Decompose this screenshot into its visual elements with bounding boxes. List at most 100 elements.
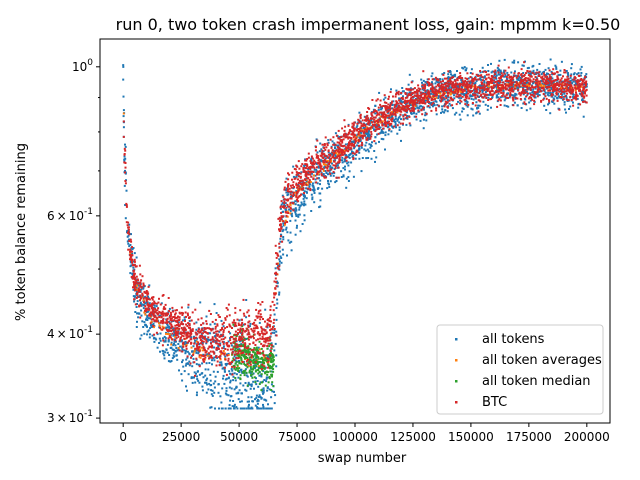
series-point: [255, 315, 258, 318]
series-point: [258, 366, 261, 369]
series-point: [366, 122, 369, 125]
series-point: [344, 168, 346, 171]
series-point: [513, 101, 516, 104]
series-point: [233, 372, 236, 375]
series-point: [559, 73, 562, 76]
series-point: [465, 92, 468, 95]
series-point: [551, 101, 554, 103]
series-point: [243, 374, 246, 377]
series-point: [542, 93, 545, 95]
series-point: [441, 105, 444, 108]
series-point: [163, 335, 166, 338]
series-point: [244, 345, 246, 348]
series-point: [167, 329, 170, 332]
series-point: [443, 105, 446, 108]
series-point: [284, 205, 286, 207]
series-point: [195, 363, 198, 366]
series-point: [549, 92, 552, 95]
series-point: [507, 89, 510, 92]
series-point: [420, 78, 423, 81]
series-point: [286, 203, 289, 206]
series-point: [281, 240, 284, 243]
series-point: [380, 105, 383, 108]
series-point: [253, 327, 255, 330]
series-point: [243, 337, 246, 340]
series-point: [341, 161, 344, 164]
series-point: [523, 101, 526, 104]
series-point: [310, 172, 313, 175]
series-point: [315, 168, 318, 171]
series-point: [172, 344, 175, 347]
series-point: [387, 133, 390, 136]
series-point: [290, 190, 293, 193]
series-point: [159, 350, 161, 353]
series-point: [291, 215, 294, 218]
series-point: [570, 63, 573, 66]
series-point: [165, 332, 167, 335]
series-point: [425, 99, 428, 102]
series-point: [242, 407, 244, 410]
series-point: [285, 209, 288, 212]
series-point: [559, 79, 562, 82]
series-point: [495, 80, 498, 83]
series-point: [299, 230, 302, 233]
series-point: [324, 136, 327, 139]
series-point: [484, 85, 487, 88]
series-point: [426, 100, 429, 103]
series-point: [329, 167, 332, 170]
series-point: [164, 337, 167, 340]
series-point: [248, 356, 251, 359]
series-point: [510, 85, 513, 88]
series-point: [260, 368, 263, 370]
series-point: [532, 88, 535, 91]
series-point: [149, 322, 152, 325]
series-point: [309, 183, 311, 186]
series-point: [228, 370, 231, 373]
series-point: [352, 157, 355, 159]
series-point: [200, 323, 203, 326]
series-point: [150, 325, 153, 328]
series-point: [241, 340, 244, 343]
series-point: [263, 365, 266, 368]
series-point: [334, 159, 337, 162]
series-point: [300, 165, 303, 168]
series-point: [139, 281, 142, 284]
series-point: [321, 187, 324, 190]
series-point: [518, 82, 521, 85]
series-point: [297, 174, 300, 176]
series-point: [523, 81, 526, 84]
series-point: [335, 180, 338, 182]
series-point: [466, 105, 469, 108]
series-point: [250, 360, 253, 363]
series-point: [176, 334, 179, 337]
series-point: [144, 323, 147, 326]
series-point: [422, 118, 425, 121]
series-point: [127, 228, 130, 231]
series-point: [193, 361, 196, 364]
series-point: [336, 153, 339, 156]
series-point: [527, 85, 530, 88]
series-point: [345, 149, 348, 152]
series-point: [535, 91, 538, 94]
series-point: [578, 89, 580, 92]
series-point: [489, 90, 491, 93]
series-point: [507, 105, 510, 108]
series-point: [216, 342, 219, 345]
series-point: [248, 371, 251, 374]
series-point: [134, 311, 137, 313]
series-point: [255, 357, 258, 360]
series-point: [430, 83, 433, 86]
series-point: [581, 98, 584, 101]
series-point: [388, 129, 390, 132]
series-point: [424, 89, 427, 92]
series-point: [327, 153, 330, 156]
series-point: [246, 366, 249, 369]
series-point: [174, 329, 177, 332]
series-point: [256, 327, 259, 330]
series-point: [248, 403, 250, 406]
series-point: [413, 87, 416, 90]
series-point: [566, 92, 568, 95]
series-point: [521, 75, 524, 78]
series-point: [289, 201, 292, 204]
series-point: [562, 75, 564, 78]
